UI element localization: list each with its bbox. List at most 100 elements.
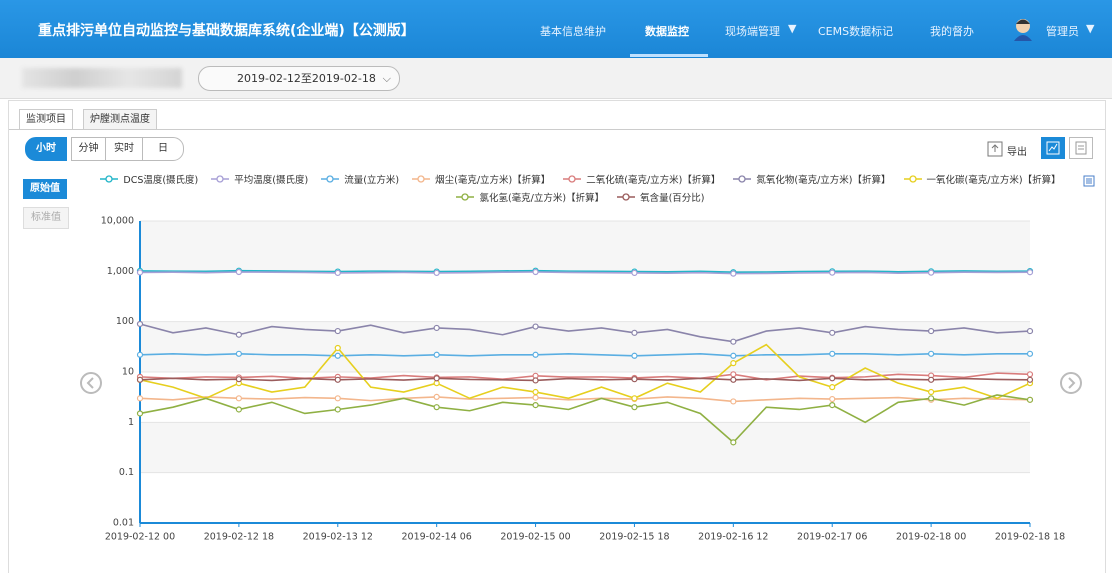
y-tick-label: 100 (116, 316, 134, 327)
x-tick-label: 2019-02-12 00 (105, 532, 175, 543)
x-tick-label: 2019-02-15 18 (599, 532, 669, 543)
y-tick-label: 10 (122, 367, 134, 378)
point-marker (434, 381, 439, 386)
nav-item[interactable]: 基本信息维护 (540, 23, 606, 39)
point-marker (830, 376, 835, 381)
point-marker (335, 377, 340, 382)
point-marker (929, 351, 934, 356)
time-button[interactable]: 小时 (25, 137, 67, 161)
app-title: 重点排污单位自动监控与基础数据库系统(企业端)【公测版】 (38, 20, 415, 40)
point-marker (434, 376, 439, 381)
series-line (140, 378, 1030, 380)
point-marker (632, 405, 637, 410)
point-marker (830, 397, 835, 402)
value-button[interactable]: 标准值 (23, 207, 69, 229)
series-line (140, 397, 1030, 402)
time-button[interactable]: 分钟 (71, 137, 106, 161)
point-marker (335, 270, 340, 275)
point-marker (830, 403, 835, 408)
nav-item[interactable]: 我的督办 (930, 23, 974, 39)
tab[interactable]: 监测项目 (19, 109, 73, 130)
point-marker (731, 339, 736, 344)
nav-item[interactable]: 现场端管理 (725, 23, 780, 39)
point-marker (830, 385, 835, 390)
x-tick-label: 2019-02-12 18 (204, 532, 274, 543)
point-marker (138, 352, 143, 357)
point-marker (434, 352, 439, 357)
point-marker (236, 351, 241, 356)
point-marker (731, 271, 736, 276)
date-dropdown[interactable]: 2019-02-12至2019-02-18⌵ (198, 66, 400, 91)
point-marker (731, 372, 736, 377)
point-marker (929, 377, 934, 382)
blurred-selector (22, 68, 182, 88)
caret: ⌵ (383, 67, 391, 90)
grid-band (140, 221, 1030, 271)
point-marker (335, 407, 340, 412)
point-marker (434, 270, 439, 275)
point-marker (434, 325, 439, 330)
point-marker (533, 269, 538, 274)
active-indicator (630, 54, 708, 57)
point-marker (830, 351, 835, 356)
x-tick-label: 2019-02-17 06 (797, 532, 867, 543)
point-marker (731, 399, 736, 404)
point-marker (335, 353, 340, 358)
time-button[interactable]: 日 (142, 137, 184, 161)
point-marker (929, 390, 934, 395)
point-marker (138, 270, 143, 275)
time-button[interactable]: 实时 (105, 137, 143, 161)
x-tick-label: 2019-02-18 00 (896, 532, 966, 543)
x-tick-label: 2019-02-13 12 (303, 532, 373, 543)
point-marker (138, 321, 143, 326)
page: {"header": {"title": "重点排污单位自动监控与基础数据库系统… (0, 0, 1112, 572)
tab[interactable]: 炉膛测点温度 (83, 109, 157, 130)
nav-item[interactable]: CEMS数据标记 (818, 23, 893, 39)
table-view-button[interactable] (1069, 137, 1093, 159)
caret: ▼ (788, 22, 796, 35)
point-marker (929, 270, 934, 275)
point-marker (632, 270, 637, 275)
point-marker (830, 270, 835, 275)
user-name[interactable]: 管理员 (1046, 23, 1079, 39)
point-marker (236, 269, 241, 274)
chart-view-button[interactable] (1041, 137, 1065, 159)
point-marker (1028, 397, 1033, 402)
divider (9, 129, 1105, 130)
point-marker (236, 407, 241, 412)
point-marker (929, 329, 934, 334)
point-marker (236, 396, 241, 401)
point-marker (434, 405, 439, 410)
point-marker (335, 345, 340, 350)
toolbar: 2019-02-12至2019-02-18⌵ (0, 58, 1112, 99)
grid-band (140, 422, 1030, 472)
point-marker (533, 395, 538, 400)
point-marker (1028, 377, 1033, 382)
point-marker (1028, 270, 1033, 275)
export-button[interactable]: 导出 (1007, 143, 1027, 158)
point-marker (533, 390, 538, 395)
header: 重点排污单位自动监控与基础数据库系统(企业端)【公测版】 基本信息维护 数据监控… (0, 0, 1112, 58)
point-marker (335, 329, 340, 334)
y-tick-label: 0.01 (113, 518, 134, 529)
point-marker (929, 396, 934, 401)
y-tick-label: 1,000 (107, 266, 134, 277)
x-tick-label: 2019-02-16 12 (698, 532, 768, 543)
nav-item[interactable]: 数据监控 (645, 23, 689, 39)
point-marker (632, 377, 637, 382)
point-marker (1028, 329, 1033, 334)
point-marker (138, 411, 143, 416)
export-icon[interactable] (987, 141, 1003, 157)
point-marker (1028, 372, 1033, 377)
point-marker (731, 353, 736, 358)
point-marker (632, 353, 637, 358)
x-tick-label: 2019-02-18 18 (995, 532, 1065, 543)
point-marker (731, 440, 736, 445)
x-tick-label: 2019-02-15 00 (500, 532, 570, 543)
point-marker (533, 378, 538, 383)
point-marker (632, 330, 637, 335)
point-marker (236, 377, 241, 382)
avatar (1012, 17, 1034, 41)
value-button[interactable]: 原始值 (23, 179, 67, 199)
point-marker (533, 324, 538, 329)
